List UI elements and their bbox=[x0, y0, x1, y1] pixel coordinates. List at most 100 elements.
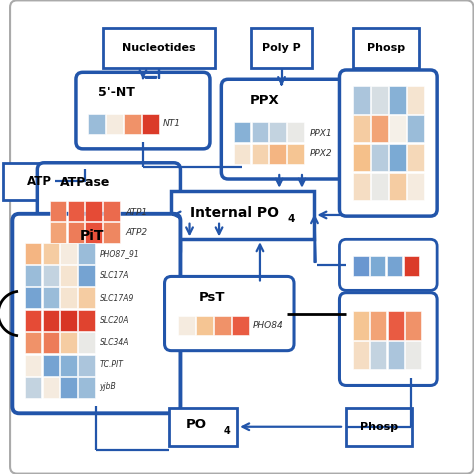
Bar bbox=[287, 122, 304, 142]
FancyBboxPatch shape bbox=[37, 163, 181, 258]
Bar bbox=[389, 144, 406, 171]
Text: PPX1: PPX1 bbox=[310, 129, 332, 138]
Text: Poly P: Poly P bbox=[262, 43, 301, 53]
Bar bbox=[43, 355, 59, 375]
Bar bbox=[61, 243, 77, 264]
Bar bbox=[270, 144, 286, 164]
Bar bbox=[25, 243, 41, 264]
Bar bbox=[389, 173, 406, 200]
Bar bbox=[252, 122, 268, 142]
Bar bbox=[234, 122, 250, 142]
Bar bbox=[387, 255, 402, 276]
Text: Phosp: Phosp bbox=[367, 43, 405, 53]
Bar bbox=[371, 173, 388, 200]
Text: 4: 4 bbox=[287, 214, 295, 224]
Text: ATPase: ATPase bbox=[60, 176, 110, 189]
Bar bbox=[371, 311, 386, 339]
Bar bbox=[388, 341, 404, 369]
Bar bbox=[389, 86, 406, 114]
Bar bbox=[25, 287, 41, 309]
Bar bbox=[25, 377, 41, 398]
Bar bbox=[78, 310, 95, 331]
Bar bbox=[61, 377, 77, 398]
Text: Nucleotides: Nucleotides bbox=[122, 43, 196, 53]
Text: ATP: ATP bbox=[27, 175, 52, 188]
Bar bbox=[61, 332, 77, 353]
Bar bbox=[61, 310, 77, 331]
FancyBboxPatch shape bbox=[339, 70, 437, 216]
Bar bbox=[403, 255, 419, 276]
Bar bbox=[232, 316, 248, 335]
Bar bbox=[67, 201, 84, 221]
Text: NT1: NT1 bbox=[163, 119, 181, 128]
FancyBboxPatch shape bbox=[339, 292, 437, 385]
Text: TC.PIT: TC.PIT bbox=[100, 360, 123, 369]
Text: PPX2: PPX2 bbox=[310, 149, 332, 158]
Bar bbox=[43, 377, 59, 398]
Text: Internal PO: Internal PO bbox=[190, 206, 279, 220]
Bar bbox=[234, 144, 250, 164]
Bar bbox=[61, 355, 77, 375]
Bar bbox=[50, 201, 66, 221]
Bar bbox=[407, 115, 423, 142]
Bar bbox=[50, 222, 66, 243]
FancyBboxPatch shape bbox=[221, 79, 360, 179]
Text: PHO87_91: PHO87_91 bbox=[100, 249, 139, 258]
Bar bbox=[25, 355, 41, 375]
Bar bbox=[405, 311, 421, 339]
Bar bbox=[78, 243, 95, 264]
FancyBboxPatch shape bbox=[12, 214, 181, 413]
Text: SLC17A9: SLC17A9 bbox=[100, 293, 134, 302]
FancyBboxPatch shape bbox=[164, 276, 294, 351]
Bar bbox=[88, 114, 105, 134]
Bar bbox=[78, 377, 95, 398]
FancyBboxPatch shape bbox=[339, 239, 437, 291]
Text: PHO84: PHO84 bbox=[253, 321, 284, 330]
Bar bbox=[85, 201, 102, 221]
Bar bbox=[25, 310, 41, 331]
Bar bbox=[353, 341, 369, 369]
Bar bbox=[106, 114, 123, 134]
Bar bbox=[25, 332, 41, 353]
Text: 5'-NT: 5'-NT bbox=[99, 86, 135, 99]
Bar bbox=[61, 265, 77, 286]
Bar bbox=[407, 86, 423, 114]
Bar bbox=[61, 287, 77, 309]
Text: PO: PO bbox=[186, 418, 207, 431]
Bar bbox=[370, 255, 385, 276]
Bar bbox=[43, 265, 59, 286]
FancyBboxPatch shape bbox=[251, 28, 312, 68]
Bar bbox=[371, 341, 386, 369]
FancyBboxPatch shape bbox=[3, 163, 55, 200]
Bar bbox=[78, 265, 95, 286]
Bar bbox=[78, 355, 95, 375]
Text: SLC17A: SLC17A bbox=[100, 272, 129, 280]
Bar bbox=[353, 115, 370, 142]
Bar bbox=[371, 115, 388, 142]
FancyBboxPatch shape bbox=[76, 73, 210, 149]
Bar bbox=[371, 86, 388, 114]
Bar bbox=[124, 114, 141, 134]
Text: SLC20A: SLC20A bbox=[100, 316, 129, 325]
Text: PiT: PiT bbox=[80, 228, 104, 243]
Bar bbox=[407, 144, 423, 171]
FancyBboxPatch shape bbox=[353, 28, 419, 68]
FancyBboxPatch shape bbox=[103, 28, 215, 68]
Bar bbox=[178, 316, 195, 335]
Bar bbox=[353, 255, 368, 276]
FancyBboxPatch shape bbox=[169, 408, 237, 446]
Bar bbox=[25, 265, 41, 286]
Bar bbox=[43, 332, 59, 353]
Text: SLC34A: SLC34A bbox=[100, 338, 129, 347]
Text: ATP2: ATP2 bbox=[126, 228, 147, 237]
Bar bbox=[252, 144, 268, 164]
Bar bbox=[287, 144, 304, 164]
Text: PPX: PPX bbox=[250, 94, 279, 107]
Text: ATP1: ATP1 bbox=[126, 208, 147, 217]
Bar bbox=[405, 341, 421, 369]
FancyBboxPatch shape bbox=[172, 191, 314, 239]
Bar bbox=[43, 287, 59, 309]
Text: Phosp: Phosp bbox=[360, 422, 398, 432]
FancyBboxPatch shape bbox=[346, 408, 412, 446]
Text: PsT: PsT bbox=[199, 291, 226, 304]
